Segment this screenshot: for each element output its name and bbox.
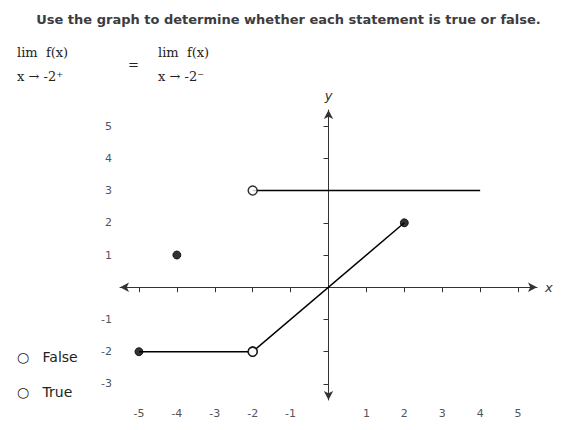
svg-text:=: = (128, 57, 139, 72)
svg-text:○ False: ○ False (17, 349, 78, 365)
svg-text:x → -2⁻: x → -2⁻ (158, 69, 204, 84)
svg-text:-2: -2 (101, 345, 112, 358)
svg-text:-3: -3 (101, 377, 112, 390)
svg-text:lim f(x): lim f(x) (17, 45, 68, 60)
svg-text:4: 4 (477, 407, 484, 420)
svg-text:y: y (324, 88, 333, 103)
svg-text:lim f(x): lim f(x) (158, 45, 209, 60)
svg-text:1: 1 (105, 249, 112, 262)
svg-text:○ True: ○ True (17, 384, 72, 400)
svg-text:-3: -3 (209, 407, 220, 420)
svg-text:2: 2 (105, 216, 112, 229)
svg-text:-5: -5 (133, 407, 144, 420)
svg-text:-4: -4 (171, 407, 182, 420)
svg-text:Use the graph to determine whe: Use the graph to determine whether each … (36, 12, 541, 27)
svg-text:x → -2⁺: x → -2⁺ (17, 69, 63, 84)
svg-text:2: 2 (401, 407, 408, 420)
svg-text:-2: -2 (247, 407, 258, 420)
svg-text:3: 3 (439, 407, 446, 420)
svg-text:1: 1 (363, 407, 370, 420)
svg-text:4: 4 (105, 152, 112, 165)
svg-text:5: 5 (105, 120, 112, 133)
svg-text:x: x (544, 280, 553, 295)
svg-text:-1: -1 (285, 407, 296, 420)
svg-text:3: 3 (105, 184, 112, 197)
svg-text:-1: -1 (101, 313, 112, 326)
svg-text:5: 5 (515, 407, 522, 420)
